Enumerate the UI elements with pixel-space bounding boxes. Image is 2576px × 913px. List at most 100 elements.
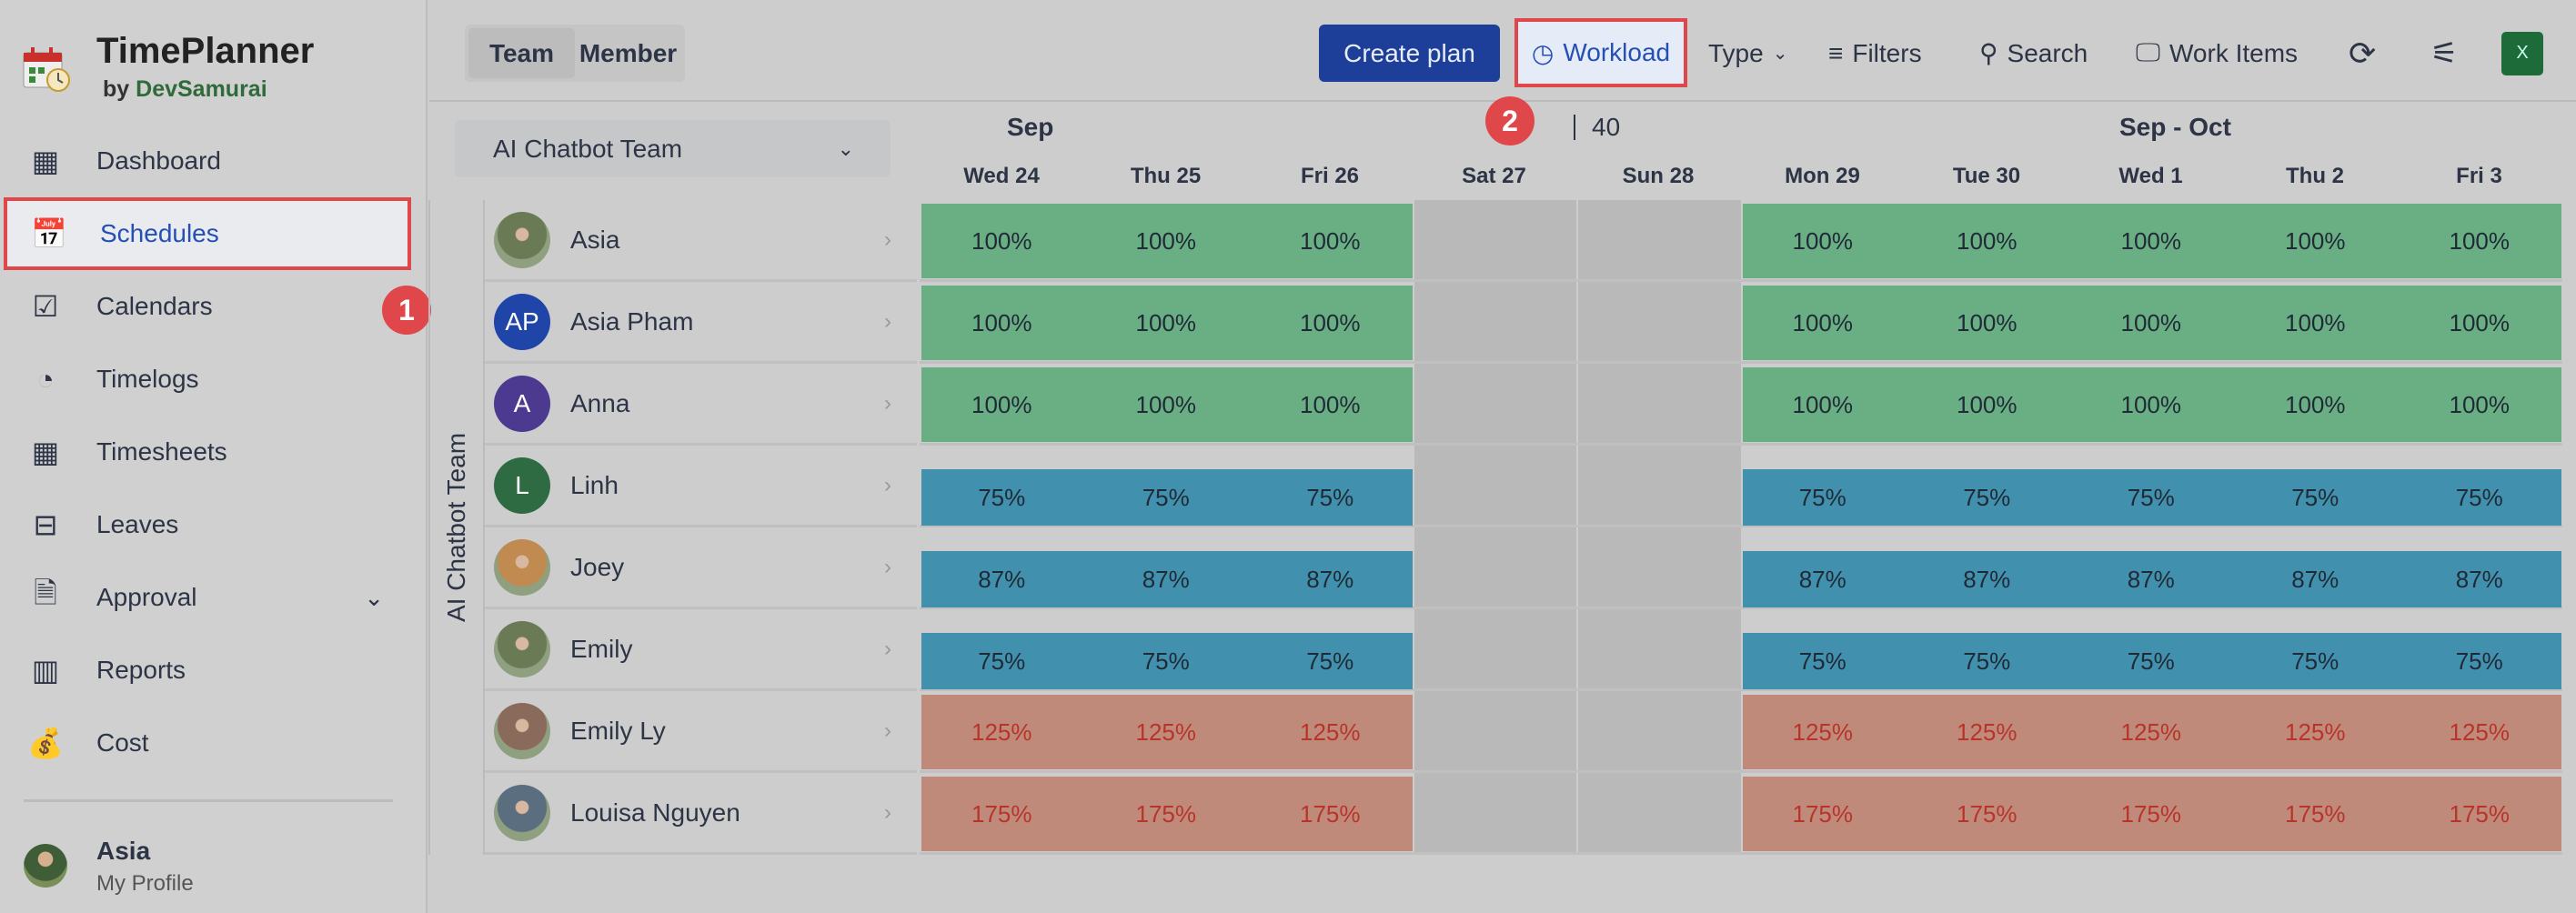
workload-cell[interactable]: 125% xyxy=(1957,717,2018,746)
workload-cell[interactable]: 100% xyxy=(2285,226,2346,255)
member-row[interactable]: A Anna › xyxy=(485,364,917,446)
workload-cell[interactable]: 100% xyxy=(2285,390,2346,418)
workload-button[interactable]: ◷ Workload xyxy=(1514,18,1687,87)
workload-cell[interactable]: 75% xyxy=(1798,483,1846,511)
profile-avatar[interactable] xyxy=(24,844,67,888)
workload-cell[interactable]: 75% xyxy=(1142,647,1190,675)
member-row[interactable]: AP Asia Pham › xyxy=(485,282,917,364)
filters-button[interactable]: ≡ Filters xyxy=(1828,25,1922,82)
workload-cell[interactable]: 100% xyxy=(1792,226,1854,255)
workload-cell[interactable]: 100% xyxy=(971,308,1032,336)
member-row[interactable]: Louisa Nguyen › xyxy=(485,773,917,855)
type-dropdown[interactable]: Type ⌄ xyxy=(1708,25,1787,82)
export-excel-button[interactable]: X xyxy=(2501,25,2543,82)
workload-cell[interactable]: 87% xyxy=(2291,565,2340,593)
workload-cell[interactable]: 87% xyxy=(1142,565,1190,593)
workload-cell[interactable]: 175% xyxy=(1135,799,1197,828)
workload-cell[interactable]: 175% xyxy=(2449,799,2511,828)
workload-cell[interactable]: 100% xyxy=(2449,390,2511,418)
workload-cell[interactable]: 100% xyxy=(1957,226,2018,255)
chevron-down-icon[interactable]: ⌄ xyxy=(364,583,384,611)
chevron-right-icon[interactable]: › xyxy=(884,717,891,743)
create-plan-button[interactable]: Create plan xyxy=(1319,25,1500,82)
workload-cell[interactable]: 100% xyxy=(2285,308,2346,336)
workload-cell[interactable]: 87% xyxy=(1798,565,1846,593)
team-select[interactable]: AI Chatbot Team ⌄ xyxy=(455,120,891,177)
sidebar-item-leaves[interactable]: ⊟ Leaves xyxy=(4,488,411,561)
member-row[interactable]: Emily › xyxy=(485,609,917,691)
member-row[interactable]: Joey › xyxy=(485,527,917,609)
chevron-right-icon[interactable]: › xyxy=(884,799,891,825)
workload-cell[interactable]: 175% xyxy=(971,799,1032,828)
chevron-right-icon[interactable]: › xyxy=(884,390,891,416)
workload-cell[interactable]: 100% xyxy=(2449,308,2511,336)
sidebar-item-dashboard[interactable]: ▦ Dashboard xyxy=(4,125,411,197)
workload-cell[interactable]: 87% xyxy=(2127,565,2175,593)
workload-cell[interactable]: 100% xyxy=(1135,390,1197,418)
workload-cell[interactable]: 75% xyxy=(2127,647,2175,675)
workload-cell[interactable]: 75% xyxy=(2127,483,2175,511)
workload-cell[interactable]: 100% xyxy=(1792,390,1854,418)
workload-cell[interactable]: 75% xyxy=(2291,647,2340,675)
workload-cell[interactable]: 125% xyxy=(971,717,1032,746)
workload-cell[interactable]: 75% xyxy=(1963,483,2011,511)
search-button[interactable]: ⚲ Search xyxy=(1979,25,2088,82)
workload-cell[interactable]: 100% xyxy=(1957,390,2018,418)
sidebar-item-timelogs[interactable]: ◔ Timelogs xyxy=(4,343,411,416)
workload-cell[interactable]: 75% xyxy=(2455,483,2503,511)
toggle-member[interactable]: Member xyxy=(579,38,678,67)
workload-cell[interactable]: 75% xyxy=(2455,647,2503,675)
chevron-right-icon[interactable]: › xyxy=(884,554,891,579)
workload-cell[interactable]: 100% xyxy=(1957,308,2018,336)
workload-cell[interactable]: 100% xyxy=(971,390,1032,418)
member-row[interactable]: L Linh › xyxy=(485,446,917,527)
workload-cell[interactable]: 75% xyxy=(1306,483,1354,511)
workload-cell[interactable]: 125% xyxy=(1300,717,1361,746)
sidebar-item-approval[interactable]: 🗎 Approval ⌄ xyxy=(4,561,411,634)
workload-cell[interactable]: 87% xyxy=(1963,565,2011,593)
workload-cell[interactable]: 75% xyxy=(1306,647,1354,675)
workload-cell[interactable]: 75% xyxy=(978,483,1026,511)
workload-cell[interactable]: 100% xyxy=(1300,308,1361,336)
settings-sliders-icon[interactable]: ⚟ xyxy=(2430,35,2459,71)
work-items-button[interactable]: 🖵 Work Items xyxy=(2136,25,2298,82)
workload-cell[interactable]: 125% xyxy=(2120,717,2182,746)
chevron-right-icon[interactable]: › xyxy=(884,636,891,661)
workload-cell[interactable]: 175% xyxy=(2285,799,2346,828)
profile-link[interactable]: My Profile xyxy=(96,871,194,896)
workload-cell[interactable]: 75% xyxy=(1798,647,1846,675)
workload-cell[interactable]: 100% xyxy=(971,226,1032,255)
chevron-right-icon[interactable]: › xyxy=(884,308,891,334)
workload-cell[interactable]: 87% xyxy=(978,565,1026,593)
refresh-icon[interactable]: ⟳ xyxy=(2349,34,2377,72)
workload-cell[interactable]: 125% xyxy=(1792,717,1854,746)
workload-cell[interactable]: 125% xyxy=(2449,717,2511,746)
member-row[interactable]: Emily Ly › xyxy=(485,691,917,773)
member-row[interactable]: Asia › xyxy=(485,200,917,282)
workload-cell[interactable]: 100% xyxy=(1792,308,1854,336)
workload-cell[interactable]: 87% xyxy=(1306,565,1354,593)
workload-cell[interactable]: 100% xyxy=(2449,226,2511,255)
workload-cell[interactable]: 75% xyxy=(2291,483,2340,511)
workload-cell[interactable]: 100% xyxy=(2120,308,2182,336)
sidebar-item-reports[interactable]: ▥ Reports xyxy=(4,634,411,707)
workload-cell[interactable]: 75% xyxy=(978,647,1026,675)
sidebar-item-timesheets[interactable]: ▦ Timesheets xyxy=(4,416,411,488)
workload-cell[interactable]: 75% xyxy=(1963,647,2011,675)
workload-cell[interactable]: 100% xyxy=(2120,226,2182,255)
profile-name[interactable]: Asia xyxy=(96,837,151,865)
sidebar-item-cost[interactable]: 💰 Cost xyxy=(4,707,411,779)
chevron-right-icon[interactable]: › xyxy=(884,472,891,497)
workload-cell[interactable]: 100% xyxy=(1300,390,1361,418)
chevron-right-icon[interactable]: › xyxy=(884,226,891,252)
workload-cell[interactable]: 87% xyxy=(2455,565,2503,593)
workload-cell[interactable]: 100% xyxy=(2120,390,2182,418)
toggle-team[interactable]: Team xyxy=(468,28,575,78)
sidebar-item-calendars[interactable]: ☑ Calendars xyxy=(4,270,411,343)
workload-cell[interactable]: 175% xyxy=(1957,799,2018,828)
workload-cell[interactable]: 100% xyxy=(1135,308,1197,336)
workload-cell[interactable]: 125% xyxy=(2285,717,2346,746)
workload-cell[interactable]: 100% xyxy=(1135,226,1197,255)
workload-cell[interactable]: 125% xyxy=(1135,717,1197,746)
sidebar-item-schedules[interactable]: 📅 Schedules xyxy=(4,197,411,270)
